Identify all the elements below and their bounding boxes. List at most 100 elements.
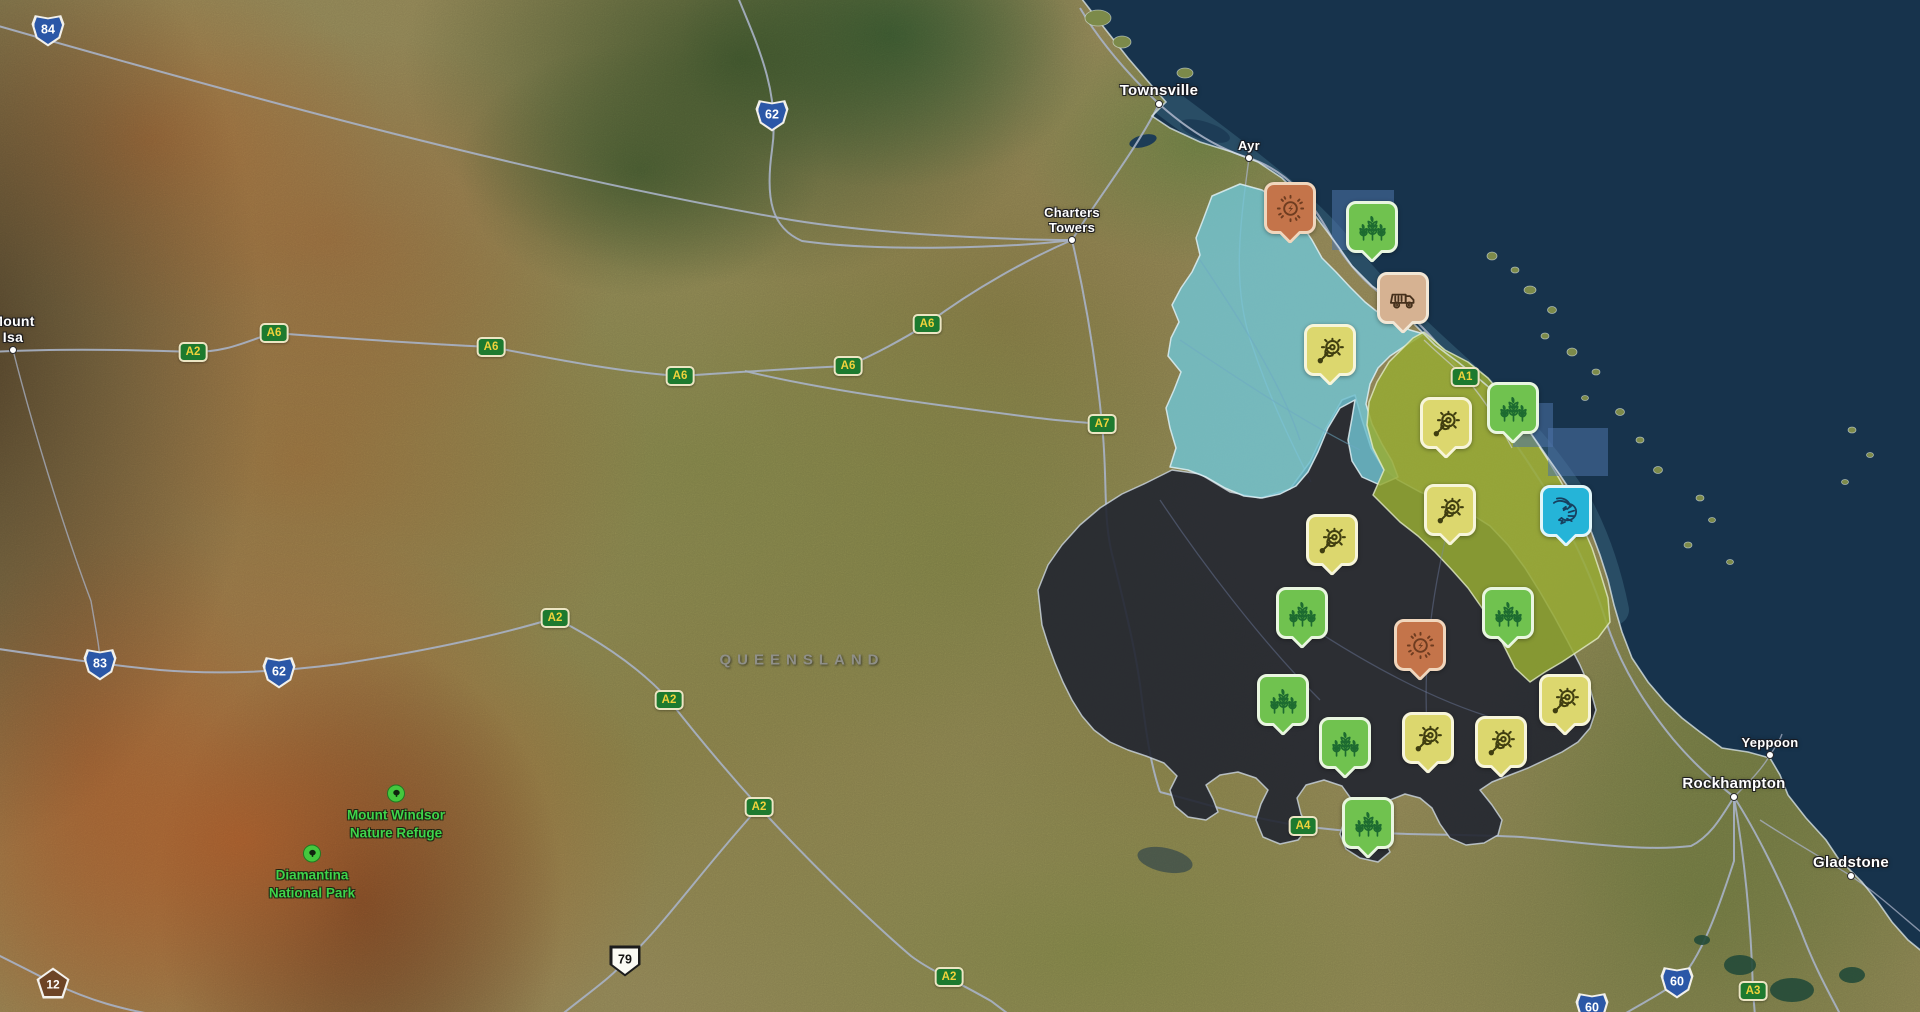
- tree-icon: [387, 784, 405, 803]
- road-shield-label: A2: [941, 971, 957, 983]
- road-shield-a2: A2: [178, 342, 208, 362]
- road-shield-label: A2: [661, 694, 677, 706]
- coastline: [1081, 0, 1920, 951]
- wheat-icon: [1352, 807, 1385, 840]
- marker-manufacturing[interactable]: [1539, 674, 1591, 726]
- road-shield-a6: A6: [665, 366, 695, 386]
- marker-manufacturing[interactable]: [1420, 397, 1472, 449]
- road-shield-label: A1: [1457, 371, 1473, 383]
- lake: [1137, 846, 1193, 874]
- road-shield-a6: A6: [259, 323, 289, 343]
- prawn-icon: [1550, 495, 1583, 528]
- town-dot: [9, 346, 17, 354]
- road-shield-a2: A2: [654, 690, 684, 710]
- town-dot: [1068, 236, 1076, 244]
- marker-agriculture[interactable]: [1319, 717, 1371, 769]
- road-shield-label: 83: [86, 651, 114, 678]
- town-dot: [1155, 100, 1163, 108]
- marker-agriculture[interactable]: [1482, 587, 1534, 639]
- reef-patches: [1694, 935, 1865, 1002]
- road-shield-label: A2: [751, 801, 767, 813]
- gear-wrench-icon: [1316, 524, 1349, 557]
- road-shield-label: A4: [1295, 820, 1311, 832]
- road-shield-label: A6: [483, 341, 499, 353]
- park-label: Mount Windsor Nature Refuge: [346, 807, 446, 840]
- road-shield-label: 62: [265, 659, 293, 686]
- wheat-icon: [1267, 684, 1300, 717]
- town-label: Ayr: [1237, 137, 1261, 153]
- road-shield-label: A6: [266, 327, 282, 339]
- road-shield-a2: A2: [934, 967, 964, 987]
- park-diamantina-national-park: Diamantina National Park: [242, 844, 382, 901]
- marker-solar-energy[interactable]: [1394, 619, 1446, 671]
- gear-wrench-icon: [1485, 726, 1518, 759]
- marker-agriculture[interactable]: [1346, 201, 1398, 253]
- road-shield-label: 84: [34, 17, 62, 44]
- road-shield-label: 79: [612, 948, 638, 974]
- road-shield-a6: A6: [476, 337, 506, 357]
- sun-lightning-icon: [1274, 192, 1307, 225]
- marker-manufacturing[interactable]: [1475, 716, 1527, 768]
- wheat-icon: [1492, 597, 1525, 630]
- islands: [1084, 9, 1874, 565]
- gear-wrench-icon: [1412, 722, 1445, 755]
- road-shield-a6: A6: [833, 356, 863, 376]
- gear-wrench-icon: [1434, 494, 1467, 527]
- marker-manufacturing[interactable]: [1402, 712, 1454, 764]
- wheat-icon: [1497, 392, 1530, 425]
- road-shield-label: 60: [1578, 995, 1606, 1012]
- road-shield-a3: A3: [1738, 981, 1768, 1001]
- town-label: Mount Isa: [0, 313, 35, 345]
- road-shield-62: 62: [262, 656, 296, 689]
- marker-agriculture[interactable]: [1487, 382, 1539, 434]
- town-label: Rockhampton: [1682, 774, 1786, 792]
- road-shield-a2: A2: [744, 797, 774, 817]
- gear-wrench-icon: [1430, 407, 1463, 440]
- road-shield-label: A3: [1745, 985, 1761, 997]
- road-shield-12: 12: [36, 967, 70, 999]
- marker-agriculture[interactable]: [1342, 797, 1394, 849]
- marker-agriculture[interactable]: [1276, 587, 1328, 639]
- gear-wrench-icon: [1549, 684, 1582, 717]
- town-dot: [1766, 751, 1774, 759]
- road-shield-83: 83: [83, 648, 117, 681]
- marker-manufacturing[interactable]: [1304, 324, 1356, 376]
- road-shield-label: 62: [758, 102, 786, 129]
- gear-wrench-icon: [1314, 334, 1347, 367]
- road-shield-60: 60: [1660, 966, 1694, 999]
- marker-solar-energy[interactable]: [1264, 182, 1316, 234]
- road-shield-a1: A1: [1450, 367, 1480, 387]
- region-teal[interactable]: [1165, 183, 1425, 499]
- road-shield-79: 79: [609, 945, 641, 977]
- road-shield-a4: A4: [1288, 816, 1318, 836]
- road-shield-label: A6: [672, 370, 688, 382]
- road-shield-a7: A7: [1087, 414, 1117, 434]
- wheat-icon: [1329, 727, 1362, 760]
- marker-manufacturing[interactable]: [1306, 514, 1358, 566]
- road-shield-label: A7: [1094, 418, 1110, 430]
- state-label: QUEENSLAND: [719, 651, 885, 669]
- town-dot: [1847, 872, 1855, 880]
- park-label: Diamantina National Park: [268, 867, 356, 900]
- ocean: [1082, 0, 1920, 950]
- coastal-bay: [1180, 119, 1230, 143]
- town-label: Charters Towers: [1044, 205, 1100, 235]
- town-dot: [1245, 154, 1253, 162]
- wheat-icon: [1356, 211, 1389, 244]
- dump-truck-icon: [1387, 282, 1420, 315]
- marker-agriculture[interactable]: [1257, 674, 1309, 726]
- marker-aquaculture[interactable]: [1540, 485, 1592, 537]
- road-shield-a6: A6: [912, 314, 942, 334]
- town-label: Townsville: [1119, 81, 1199, 99]
- road-shield-a2: A2: [540, 608, 570, 628]
- road-shield-label: A2: [185, 346, 201, 358]
- road-shield-label: 60: [1663, 969, 1691, 996]
- town-label: Gladstone: [1812, 853, 1890, 871]
- town-dot: [1730, 793, 1738, 801]
- marker-manufacturing[interactable]: [1424, 484, 1476, 536]
- tree-icon: [303, 844, 321, 863]
- park-mount-windsor-nature-refuge: Mount Windsor Nature Refuge: [326, 784, 466, 841]
- marker-haulage[interactable]: [1377, 272, 1429, 324]
